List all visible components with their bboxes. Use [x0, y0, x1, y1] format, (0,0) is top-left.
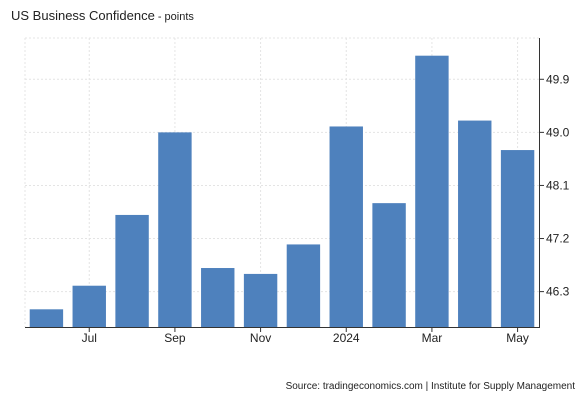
bar-mar — [415, 55, 449, 327]
bar-nov — [243, 273, 278, 327]
bar-feb — [372, 203, 406, 327]
bar-oct — [201, 268, 235, 327]
bar-may — [500, 150, 535, 327]
chart-title: US Business Confidence — [11, 8, 155, 23]
source-note: Source: tradingeconomics.com | Institute… — [285, 381, 575, 392]
bars — [29, 55, 535, 327]
x-tick-label: Mar — [422, 331, 443, 345]
chart-title-row: US Business Confidence - points — [11, 7, 194, 25]
y-tick-label: 49.9 — [546, 72, 570, 86]
x-tick-label: Jul — [82, 331, 97, 345]
bar-aug — [115, 214, 149, 327]
x-tick-label: Sep — [164, 331, 186, 345]
y-tick-label: 46.3 — [546, 285, 570, 299]
bar-jul — [72, 285, 106, 327]
y-tick-label: 49.0 — [546, 125, 570, 139]
bar-jun — [29, 309, 64, 327]
bar-dec — [286, 244, 321, 327]
x-tick-label: Nov — [250, 331, 271, 345]
bar-apr — [458, 120, 492, 327]
axes — [25, 38, 544, 332]
tick-labels: 46.3 47.2 48.1 49.0 49.9 Jul Sep Nov 2024 Mar May — [82, 72, 570, 345]
x-tick-label: May — [506, 331, 529, 345]
chart-subtitle: - points — [157, 11, 194, 23]
y-tick-label: 48.1 — [546, 178, 570, 192]
y-tick-label: 47.2 — [546, 232, 570, 246]
bar-2024 — [329, 126, 363, 327]
x-tick-label: 2024 — [333, 331, 360, 345]
bar-sep — [158, 132, 192, 327]
